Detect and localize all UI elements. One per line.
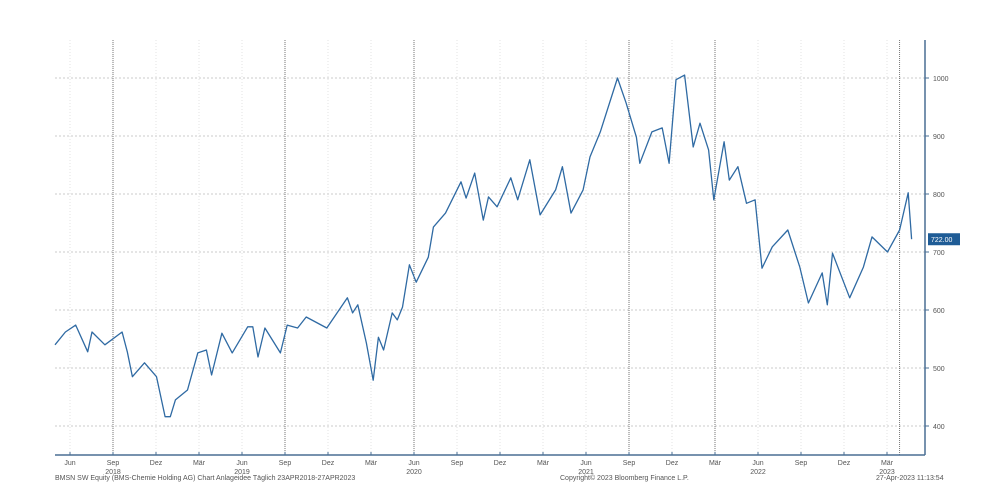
x-tick-label: Dez: [494, 460, 507, 467]
timestamp-text: 27-Apr-2023 11:13:54: [876, 475, 944, 482]
x-tick-label: Dez: [838, 460, 851, 467]
x-tick-label: Dez: [322, 460, 335, 467]
x-tick-label: Jun: [580, 460, 591, 467]
x-year-label: 2020: [406, 469, 422, 476]
x-year-label: 2023: [879, 469, 895, 476]
x-year-label: 2019: [234, 469, 250, 476]
x-tick-label: Mär: [365, 460, 378, 467]
chart-footer-description: BMSN SW Equity (BMS-Chemie Holding AG) C…: [55, 475, 356, 482]
last-price-badge: [928, 233, 960, 246]
x-tick-label: Jun: [236, 460, 247, 467]
price-line: [54, 74, 913, 418]
x-tick-label: Sep: [107, 460, 120, 467]
y-tick-label: 900: [933, 134, 945, 141]
x-year-label: 2021: [578, 469, 594, 476]
y-tick-label: 800: [933, 192, 945, 199]
x-year-label: 2018: [105, 469, 121, 476]
x-tick-label: Sep: [279, 460, 292, 467]
y-tick-label: 700: [933, 250, 945, 257]
x-tick-label: Mär: [193, 460, 206, 467]
x-tick-label: Jun: [752, 460, 763, 467]
x-tick-label: Jun: [64, 460, 75, 467]
copyright-text: Copyright© 2023 Bloomberg Finance L.P.: [560, 475, 689, 482]
x-tick-label: Mär: [881, 460, 894, 467]
x-tick-label: Dez: [666, 460, 679, 467]
x-tick-label: Sep: [795, 460, 808, 467]
x-tick-label: Mär: [709, 460, 722, 467]
x-tick-label: Sep: [451, 460, 464, 467]
y-tick-label: 500: [933, 366, 945, 373]
y-tick-label: 400: [933, 424, 945, 431]
last-price-label: 722.00: [931, 237, 953, 244]
x-tick-label: Mär: [537, 460, 550, 467]
x-tick-label: Dez: [150, 460, 163, 467]
x-tick-label: Jun: [408, 460, 419, 467]
y-tick-label: 1000: [933, 76, 949, 83]
x-tick-label: Sep: [623, 460, 636, 467]
x-year-label: 2022: [750, 469, 766, 476]
y-tick-label: 600: [933, 308, 945, 315]
